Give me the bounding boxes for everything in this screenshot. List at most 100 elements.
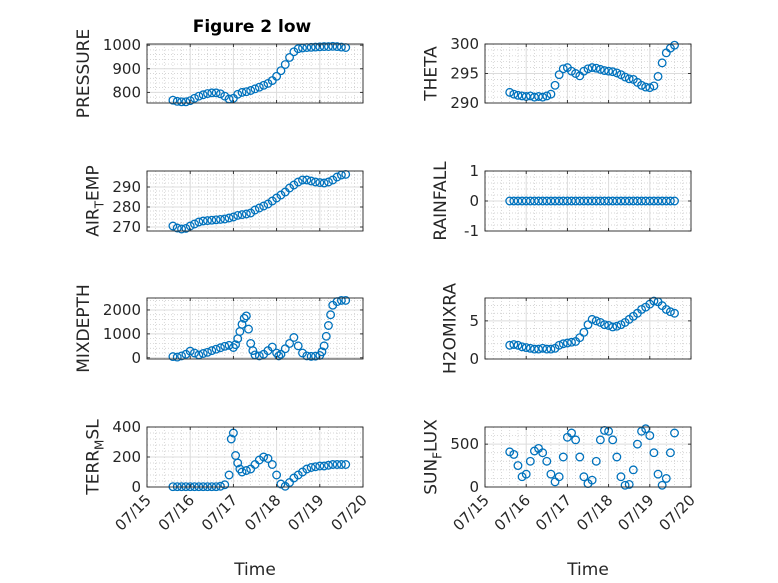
data-point	[336, 460, 346, 469]
data-point	[587, 314, 597, 324]
data-point	[241, 87, 251, 97]
data-point	[608, 435, 618, 445]
y-axis-label: RAINFALL	[431, 161, 451, 241]
data-point	[215, 89, 225, 99]
data-point	[587, 63, 597, 73]
data-point	[653, 71, 663, 81]
subplot-3: 270 280 290 AIRTEMP	[84, 165, 364, 237]
x-axis-label: Time	[233, 560, 276, 580]
data-point	[276, 66, 286, 76]
data-point	[665, 307, 675, 317]
data-point	[302, 175, 312, 185]
data-point	[263, 454, 273, 463]
data-point	[306, 176, 316, 186]
data-point	[177, 224, 187, 234]
data-point	[203, 89, 212, 99]
data-point	[542, 91, 552, 101]
data-point	[546, 89, 556, 99]
y-tick-label: 290	[450, 94, 479, 112]
data-point	[274, 351, 284, 361]
data-point	[579, 327, 589, 337]
data-point	[220, 214, 230, 224]
y-tick-label: 1000	[103, 325, 141, 343]
data-point	[298, 175, 307, 185]
data-point	[326, 310, 336, 320]
data-point	[190, 348, 199, 358]
data-point	[513, 461, 523, 471]
data-point	[172, 223, 182, 233]
series-markers	[505, 296, 679, 354]
y-axis-label: SUNFLUX	[422, 419, 445, 495]
data-point	[542, 344, 552, 354]
data-point	[244, 324, 253, 334]
subplot-5: 0 1000 2000 MIXDEPTH	[74, 284, 364, 373]
data-point	[670, 428, 679, 438]
data-point	[608, 322, 618, 332]
data-point	[538, 343, 548, 353]
data-point	[306, 42, 316, 52]
data-point	[168, 95, 178, 105]
data-point	[185, 346, 195, 356]
data-point	[591, 316, 601, 326]
x-tick-label: 07/19	[614, 491, 657, 534]
y-tick-label: 500	[450, 435, 479, 453]
data-point	[207, 346, 217, 356]
data-point	[608, 67, 618, 77]
data-point	[215, 481, 225, 491]
data-point	[521, 343, 531, 353]
axes-frame	[146, 170, 364, 232]
data-point	[198, 90, 208, 100]
data-point	[311, 177, 320, 187]
data-point	[534, 92, 544, 101]
data-point	[513, 340, 523, 350]
data-point	[319, 178, 329, 188]
x-tick-label: 07/18	[241, 491, 284, 534]
data-point	[254, 203, 264, 213]
y-tick-label: 0	[469, 478, 479, 496]
data-point	[211, 88, 221, 98]
data-point	[302, 351, 312, 361]
data-point	[587, 475, 597, 485]
data-point	[237, 467, 247, 477]
y-tick-label: 800	[112, 83, 141, 101]
data-point	[641, 82, 651, 92]
data-point	[181, 223, 191, 233]
data-point	[306, 463, 316, 472]
data-point	[198, 216, 208, 226]
data-point	[317, 347, 327, 357]
axes-frame	[484, 426, 692, 488]
data-point	[259, 452, 269, 462]
x-tick-label: 07/15	[450, 491, 493, 534]
data-point	[637, 80, 647, 90]
y-tick-label: 280	[112, 198, 141, 216]
data-point	[168, 221, 178, 231]
data-point	[323, 177, 333, 187]
data-point	[591, 456, 601, 466]
x-tick-label: 07/15	[112, 491, 155, 534]
data-point	[600, 320, 609, 330]
data-point	[525, 456, 535, 466]
y-axis-label: MIXDEPTH	[74, 284, 94, 373]
data-point	[267, 342, 277, 352]
data-point	[293, 177, 303, 187]
data-point	[224, 470, 234, 480]
data-point	[323, 42, 333, 52]
y-tick-label: 300	[450, 35, 479, 53]
y-axis-label: H2OMIXRA	[441, 283, 461, 374]
data-point	[529, 344, 539, 354]
data-point	[220, 480, 230, 490]
data-point	[332, 460, 342, 469]
y-tick-label: 900	[112, 60, 141, 78]
data-point	[341, 295, 351, 305]
data-point	[248, 346, 258, 356]
data-point	[323, 321, 333, 330]
x-tick-label: 07/16	[491, 491, 534, 534]
data-point	[509, 340, 519, 349]
data-point	[591, 63, 601, 73]
data-point	[267, 460, 277, 469]
axes-frame	[146, 43, 364, 104]
data-point	[168, 352, 178, 362]
data-point	[276, 479, 286, 489]
